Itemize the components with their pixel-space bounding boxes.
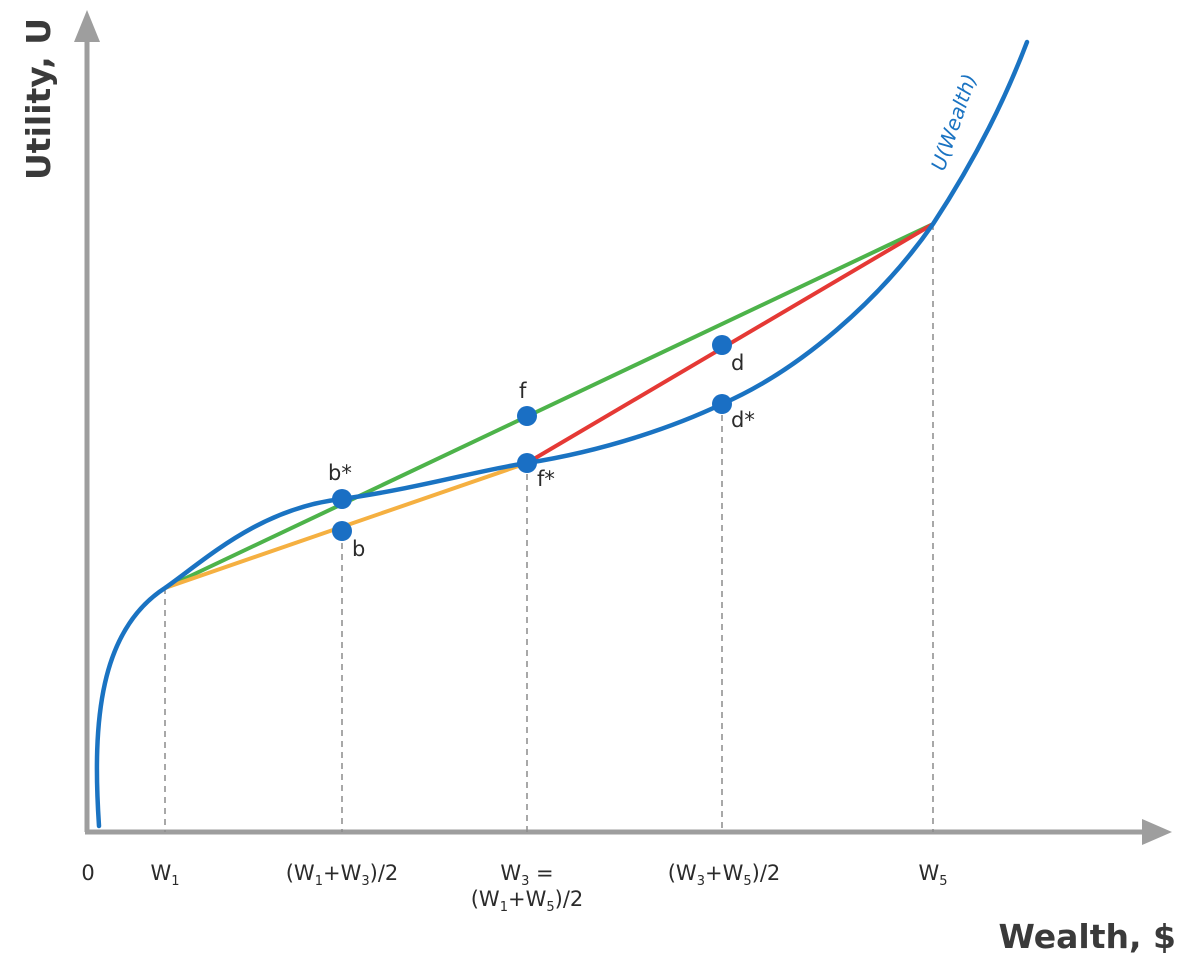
chord-green [164, 222, 934, 590]
tick-mid35: (W3+W5)/2 [668, 861, 781, 889]
tick-w3-line1: W3 = [500, 861, 553, 889]
label-b: b [352, 537, 365, 561]
x-axis-arrowhead [1142, 819, 1172, 845]
label-d: d [731, 351, 744, 375]
guide-lines [164, 224, 934, 832]
tick-mid13: (W1+W3)/2 [286, 861, 399, 889]
tick-w3-line2: (W1+W5)/2 [471, 887, 584, 915]
tick-w5: W5 [918, 861, 947, 889]
point-f-star [517, 453, 537, 473]
label-d-star: d* [731, 408, 755, 432]
point-f [517, 406, 537, 426]
point-b [332, 521, 352, 541]
x-axis-title: Wealth, $ [999, 917, 1176, 956]
y-axis-title: Utility, U [19, 18, 58, 180]
utility-curve [94, 39, 1030, 829]
label-f: f [519, 379, 527, 403]
point-d [712, 335, 732, 355]
point-d-star [712, 394, 732, 414]
axes [74, 10, 1172, 845]
point-b-star [332, 489, 352, 509]
tick-zero: 0 [81, 861, 94, 885]
tick-w1: W1 [150, 861, 179, 889]
label-f-star: f* [537, 467, 555, 491]
y-axis-arrowhead [74, 10, 100, 42]
label-b-star: b* [328, 461, 352, 485]
points [332, 335, 732, 541]
